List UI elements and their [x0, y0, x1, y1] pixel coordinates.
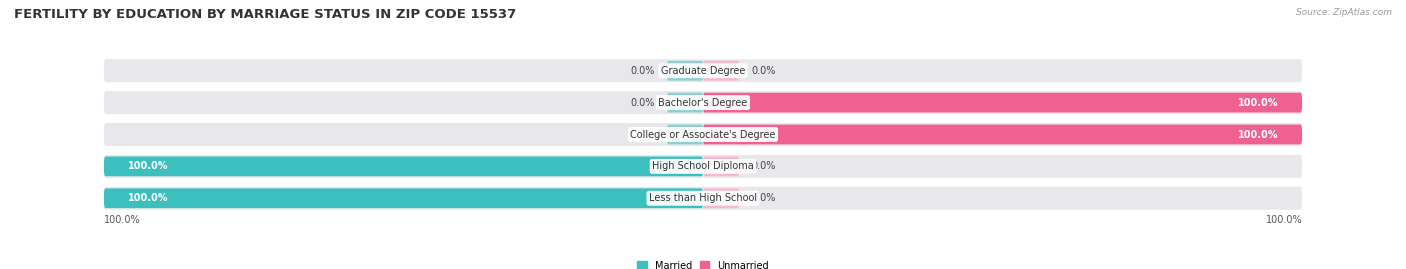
Text: 0.0%: 0.0% [631, 66, 655, 76]
Text: Less than High School: Less than High School [650, 193, 756, 203]
Legend: Married, Unmarried: Married, Unmarried [637, 261, 769, 269]
FancyBboxPatch shape [703, 61, 740, 81]
Text: 0.0%: 0.0% [631, 98, 655, 108]
FancyBboxPatch shape [104, 123, 1302, 146]
FancyBboxPatch shape [666, 125, 703, 144]
Text: 0.0%: 0.0% [751, 193, 775, 203]
FancyBboxPatch shape [104, 91, 1302, 114]
Text: 0.0%: 0.0% [631, 129, 655, 140]
FancyBboxPatch shape [666, 93, 703, 112]
Text: High School Diploma: High School Diploma [652, 161, 754, 171]
FancyBboxPatch shape [104, 59, 1302, 82]
FancyBboxPatch shape [666, 61, 703, 81]
Text: 100.0%: 100.0% [1237, 98, 1278, 108]
Text: 100.0%: 100.0% [128, 193, 169, 203]
Text: 0.0%: 0.0% [751, 161, 775, 171]
FancyBboxPatch shape [104, 188, 703, 208]
Text: 100.0%: 100.0% [104, 215, 141, 225]
Text: Source: ZipAtlas.com: Source: ZipAtlas.com [1296, 8, 1392, 17]
FancyBboxPatch shape [703, 93, 1302, 112]
Text: FERTILITY BY EDUCATION BY MARRIAGE STATUS IN ZIP CODE 15537: FERTILITY BY EDUCATION BY MARRIAGE STATU… [14, 8, 516, 21]
Text: 0.0%: 0.0% [751, 66, 775, 76]
Text: 100.0%: 100.0% [128, 161, 169, 171]
FancyBboxPatch shape [104, 187, 1302, 210]
FancyBboxPatch shape [703, 157, 740, 176]
Text: Bachelor's Degree: Bachelor's Degree [658, 98, 748, 108]
Text: College or Associate's Degree: College or Associate's Degree [630, 129, 776, 140]
Text: 100.0%: 100.0% [1237, 129, 1278, 140]
Text: 100.0%: 100.0% [1265, 215, 1302, 225]
FancyBboxPatch shape [104, 155, 1302, 178]
FancyBboxPatch shape [703, 188, 740, 208]
Text: Graduate Degree: Graduate Degree [661, 66, 745, 76]
FancyBboxPatch shape [104, 157, 703, 176]
FancyBboxPatch shape [703, 125, 1302, 144]
